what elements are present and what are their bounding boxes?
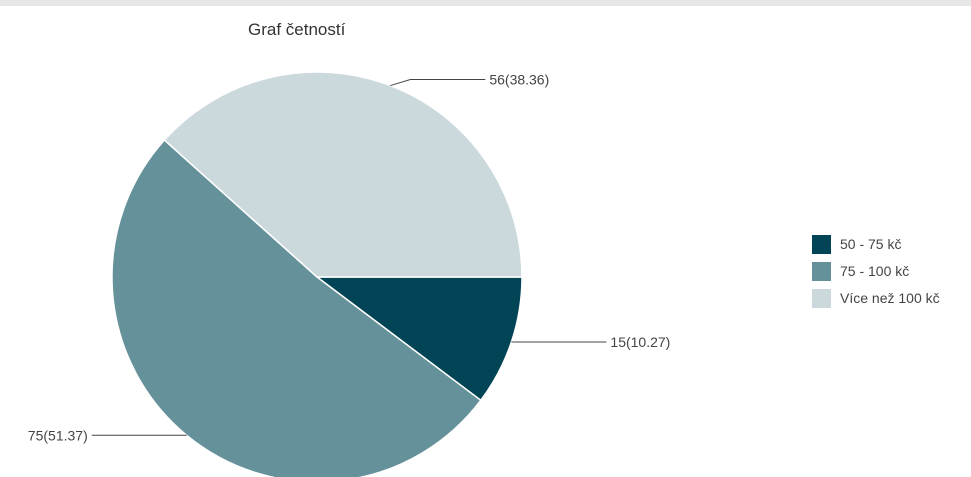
legend-swatch bbox=[812, 234, 831, 254]
data-label: 15(10.27) bbox=[610, 334, 670, 350]
leader-line bbox=[390, 79, 486, 87]
legend-item-over-100[interactable]: Více než 100 kč bbox=[812, 288, 940, 308]
legend-swatch bbox=[812, 288, 831, 308]
legend: 50 - 75 kč 75 - 100 kč Více než 100 kč bbox=[812, 234, 940, 315]
data-label: 56(38.36) bbox=[489, 72, 549, 88]
legend-label: 50 - 75 kč bbox=[840, 236, 902, 252]
pie-slice[interactable] bbox=[163, 71, 523, 278]
legend-item-75-100[interactable]: 75 - 100 kč bbox=[812, 261, 940, 281]
top-strip bbox=[0, 0, 971, 6]
chart-title: Graf četností bbox=[248, 20, 346, 39]
legend-item-50-75[interactable]: 50 - 75 kč bbox=[812, 234, 940, 254]
legend-swatch bbox=[812, 261, 831, 281]
legend-label: Více než 100 kč bbox=[840, 290, 940, 306]
legend-label: 75 - 100 kč bbox=[840, 263, 910, 279]
data-label: 75(51.37) bbox=[28, 427, 88, 443]
